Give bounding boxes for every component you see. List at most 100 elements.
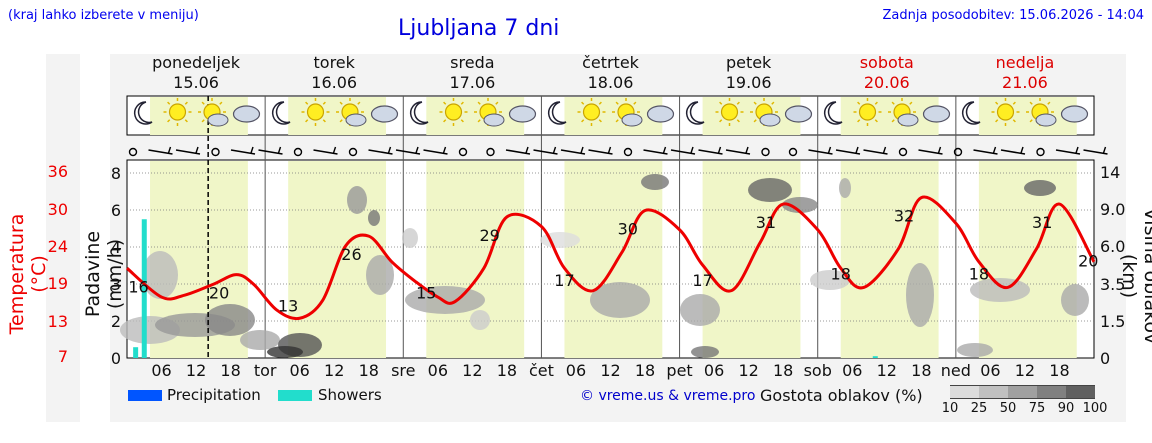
cloud-icon-6 xyxy=(345,113,367,127)
cloud-blob-8 xyxy=(366,255,394,295)
cloud-blob-11 xyxy=(470,310,490,330)
day-date: 17.06 xyxy=(449,73,496,92)
sun-ray-9-1 xyxy=(460,119,464,123)
density-label-2: 50 xyxy=(999,401,1017,416)
hour-tick-6-12: 12 xyxy=(1015,361,1035,380)
daylight-icon-band-4 xyxy=(702,97,801,135)
hour-tick-3-12: 12 xyxy=(600,361,620,380)
temperature-tick-2: 24 xyxy=(47,237,68,256)
cloud-icon-3 xyxy=(232,105,261,123)
temperature-label-3: 26 xyxy=(341,245,361,264)
cloud-icon-10 xyxy=(483,113,505,127)
wind-barb-26 xyxy=(835,149,861,155)
page-title: Ljubljana 7 dni xyxy=(398,16,560,41)
wind-flag-31 xyxy=(992,146,997,154)
wind-flag-27 xyxy=(882,146,887,154)
sun-ray-22-7 xyxy=(909,101,913,105)
density-swatch-0 xyxy=(950,385,979,399)
sun-ray-6-5 xyxy=(339,101,343,105)
cloud-blob-14 xyxy=(590,282,650,318)
temperature-tick-1: 30 xyxy=(47,200,68,219)
day-header-5: sobota 20.06 xyxy=(827,53,947,93)
sun-ray-21-7 xyxy=(874,101,878,105)
wind-flag-20 xyxy=(690,146,694,154)
sun-ray-6-7 xyxy=(357,101,361,105)
temperature-label-7: 30 xyxy=(618,219,638,238)
hour-tick-2-6: 06 xyxy=(428,361,448,380)
wind-barb-7 xyxy=(313,149,338,155)
sun-ray-25-1 xyxy=(1012,119,1016,123)
cloud-blob-21 xyxy=(906,263,934,327)
temperature-label-2: 13 xyxy=(278,297,298,316)
wind-flag-17 xyxy=(607,146,612,154)
sun-ray-14-5 xyxy=(615,101,619,105)
sun-ray-14-3 xyxy=(615,119,619,123)
wind-flag-21 xyxy=(717,146,722,154)
day-abbr-2: sre xyxy=(391,361,415,380)
temperature-tick-5: 7 xyxy=(57,347,68,366)
sun-ray-25-3 xyxy=(995,119,999,123)
last-updated: Zadnja posodobitev: 15.06.2026 - 14:04 xyxy=(882,8,1144,23)
copyright-link[interactable]: © vreme.us & vreme.pro xyxy=(580,388,756,404)
cloud-tick-4: 1.5 xyxy=(1100,312,1125,331)
density-label-5: 100 xyxy=(1082,401,1108,416)
wind-calm-24 xyxy=(788,147,798,157)
cloud-icon-7 xyxy=(370,105,399,123)
day-name: sreda xyxy=(450,53,495,72)
sun-ray-25-5 xyxy=(995,101,999,105)
hour-tick-0-6: 06 xyxy=(151,361,171,380)
cloud-blob-7 xyxy=(368,210,380,226)
wind-barb-29 xyxy=(918,149,943,155)
sun-ray-22-5 xyxy=(891,101,895,105)
cloud-blob-9 xyxy=(402,228,418,248)
region-hint[interactable]: (kraj lahko izberete v meniju) xyxy=(8,8,199,23)
wind-barb-10 xyxy=(395,149,421,155)
temperature-label-12: 18 xyxy=(969,264,989,283)
moon-icon-8 xyxy=(409,101,429,125)
temperature-line xyxy=(126,195,1096,321)
sun-ray-9-7 xyxy=(460,101,464,105)
hour-tick-0-18: 18 xyxy=(220,361,240,380)
sun-ray-21-5 xyxy=(857,101,861,105)
daylight-icon-band-1 xyxy=(288,97,387,135)
cloud-tick-3: 3.5 xyxy=(1100,275,1125,294)
cloud-icon-23 xyxy=(922,105,951,123)
cloud-tick-2: 6.0 xyxy=(1100,237,1125,256)
cloud-icon-18 xyxy=(759,113,781,127)
density-label-0: 10 xyxy=(941,401,959,416)
day-name: četrtek xyxy=(582,53,639,72)
wind-calm-8 xyxy=(348,147,358,157)
daylight-band-3 xyxy=(564,161,663,358)
density-swatch-4 xyxy=(1066,385,1095,399)
day-name: torek xyxy=(313,53,355,72)
wind-calm-28 xyxy=(898,147,908,157)
wind-barb-15 xyxy=(533,149,558,155)
day-date: 16.06 xyxy=(311,73,358,92)
density-label-1: 25 xyxy=(970,401,988,416)
cloud-blob-5 xyxy=(267,346,303,358)
wind-flag-26 xyxy=(855,146,859,154)
wind-flag-19 xyxy=(662,146,667,154)
cloud-icon-11 xyxy=(508,105,537,123)
sun-ray-13-3 xyxy=(581,119,585,123)
sun-ray-2-3 xyxy=(201,119,205,123)
sun-icon-17 xyxy=(720,103,739,121)
wind-barb-9 xyxy=(368,149,393,155)
wind-flag-16 xyxy=(580,146,584,154)
day-header-1: torek 16.06 xyxy=(274,53,394,93)
wind-flag-14 xyxy=(525,146,529,154)
day-abbr-4: pet xyxy=(666,361,692,380)
cloud-blob-25 xyxy=(1061,284,1089,316)
hour-tick-3-18: 18 xyxy=(635,361,655,380)
sun-ray-1-3 xyxy=(167,119,171,123)
wind-barb-20 xyxy=(670,149,696,155)
daylight-icon-band-3 xyxy=(564,97,663,135)
hour-tick-4-12: 12 xyxy=(738,361,758,380)
wind-flag-10 xyxy=(415,146,419,154)
hour-tick-1-18: 18 xyxy=(359,361,379,380)
daylight-icon-band-6 xyxy=(978,97,1077,135)
shower-bar-1 xyxy=(141,219,147,358)
sun-ray-17-5 xyxy=(719,101,723,105)
day-name: ponedeljek xyxy=(152,53,241,72)
hour-tick-1-6: 06 xyxy=(289,361,309,380)
